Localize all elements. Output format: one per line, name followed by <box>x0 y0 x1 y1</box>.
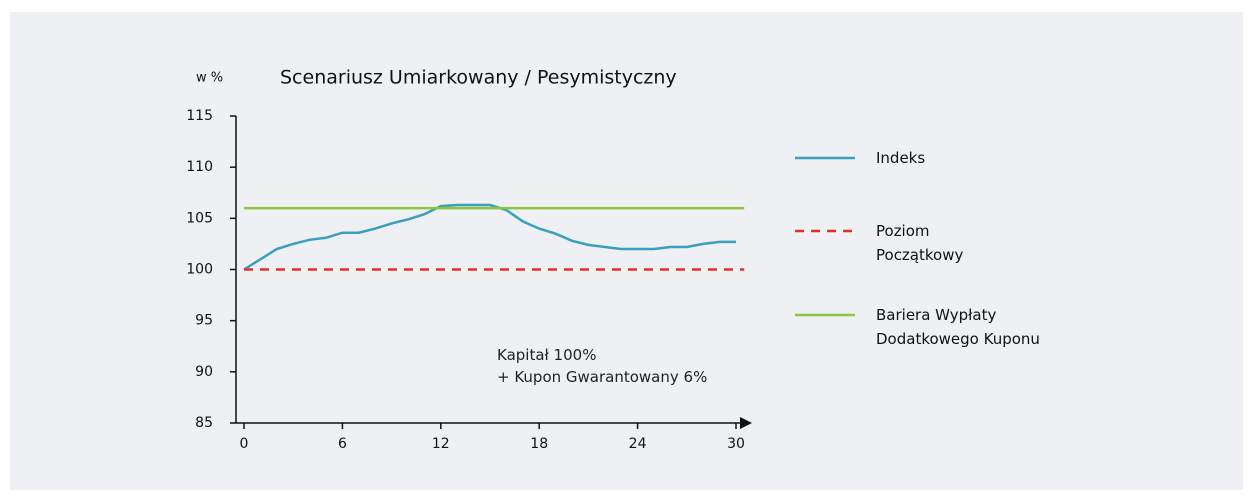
y-axis-label: w % <box>196 71 223 86</box>
series-line <box>243 203 736 271</box>
x-tick-label: 30 <box>727 436 745 452</box>
y-tick-label: 115 <box>186 108 213 124</box>
panel <box>10 12 1243 490</box>
y-tick-label: 110 <box>186 159 213 175</box>
legend-label: Indeks <box>876 149 926 167</box>
x-tick-label: 0 <box>240 436 249 452</box>
annotation: Kapitał 100% + Kupon Gwarantowany 6% <box>497 344 707 388</box>
x-tick-label: 6 <box>338 436 347 452</box>
legend-label: Bariera Wypłaty Dodatkowego Kuponu <box>876 306 1040 348</box>
annotation-line: + Kupon Gwarantowany 6% <box>497 368 708 386</box>
axis-arrow <box>740 417 752 429</box>
chart-title: Scenariusz Umiarkowany / Pesymistyczny <box>280 67 677 89</box>
x-tick-label: 24 <box>629 436 647 452</box>
legend-label: Poziom Początkowy <box>876 222 964 264</box>
annotation-line: Kapitał 100% <box>497 346 597 364</box>
x-tick-label: 12 <box>432 436 450 452</box>
y-tick-label: 90 <box>195 364 213 380</box>
y-tick-label: 105 <box>186 210 213 226</box>
y-tick-label: 100 <box>186 262 213 278</box>
y-tick-label: 85 <box>195 415 213 431</box>
x-tick-label: 18 <box>530 436 548 452</box>
y-tick-label: 95 <box>195 313 213 329</box>
